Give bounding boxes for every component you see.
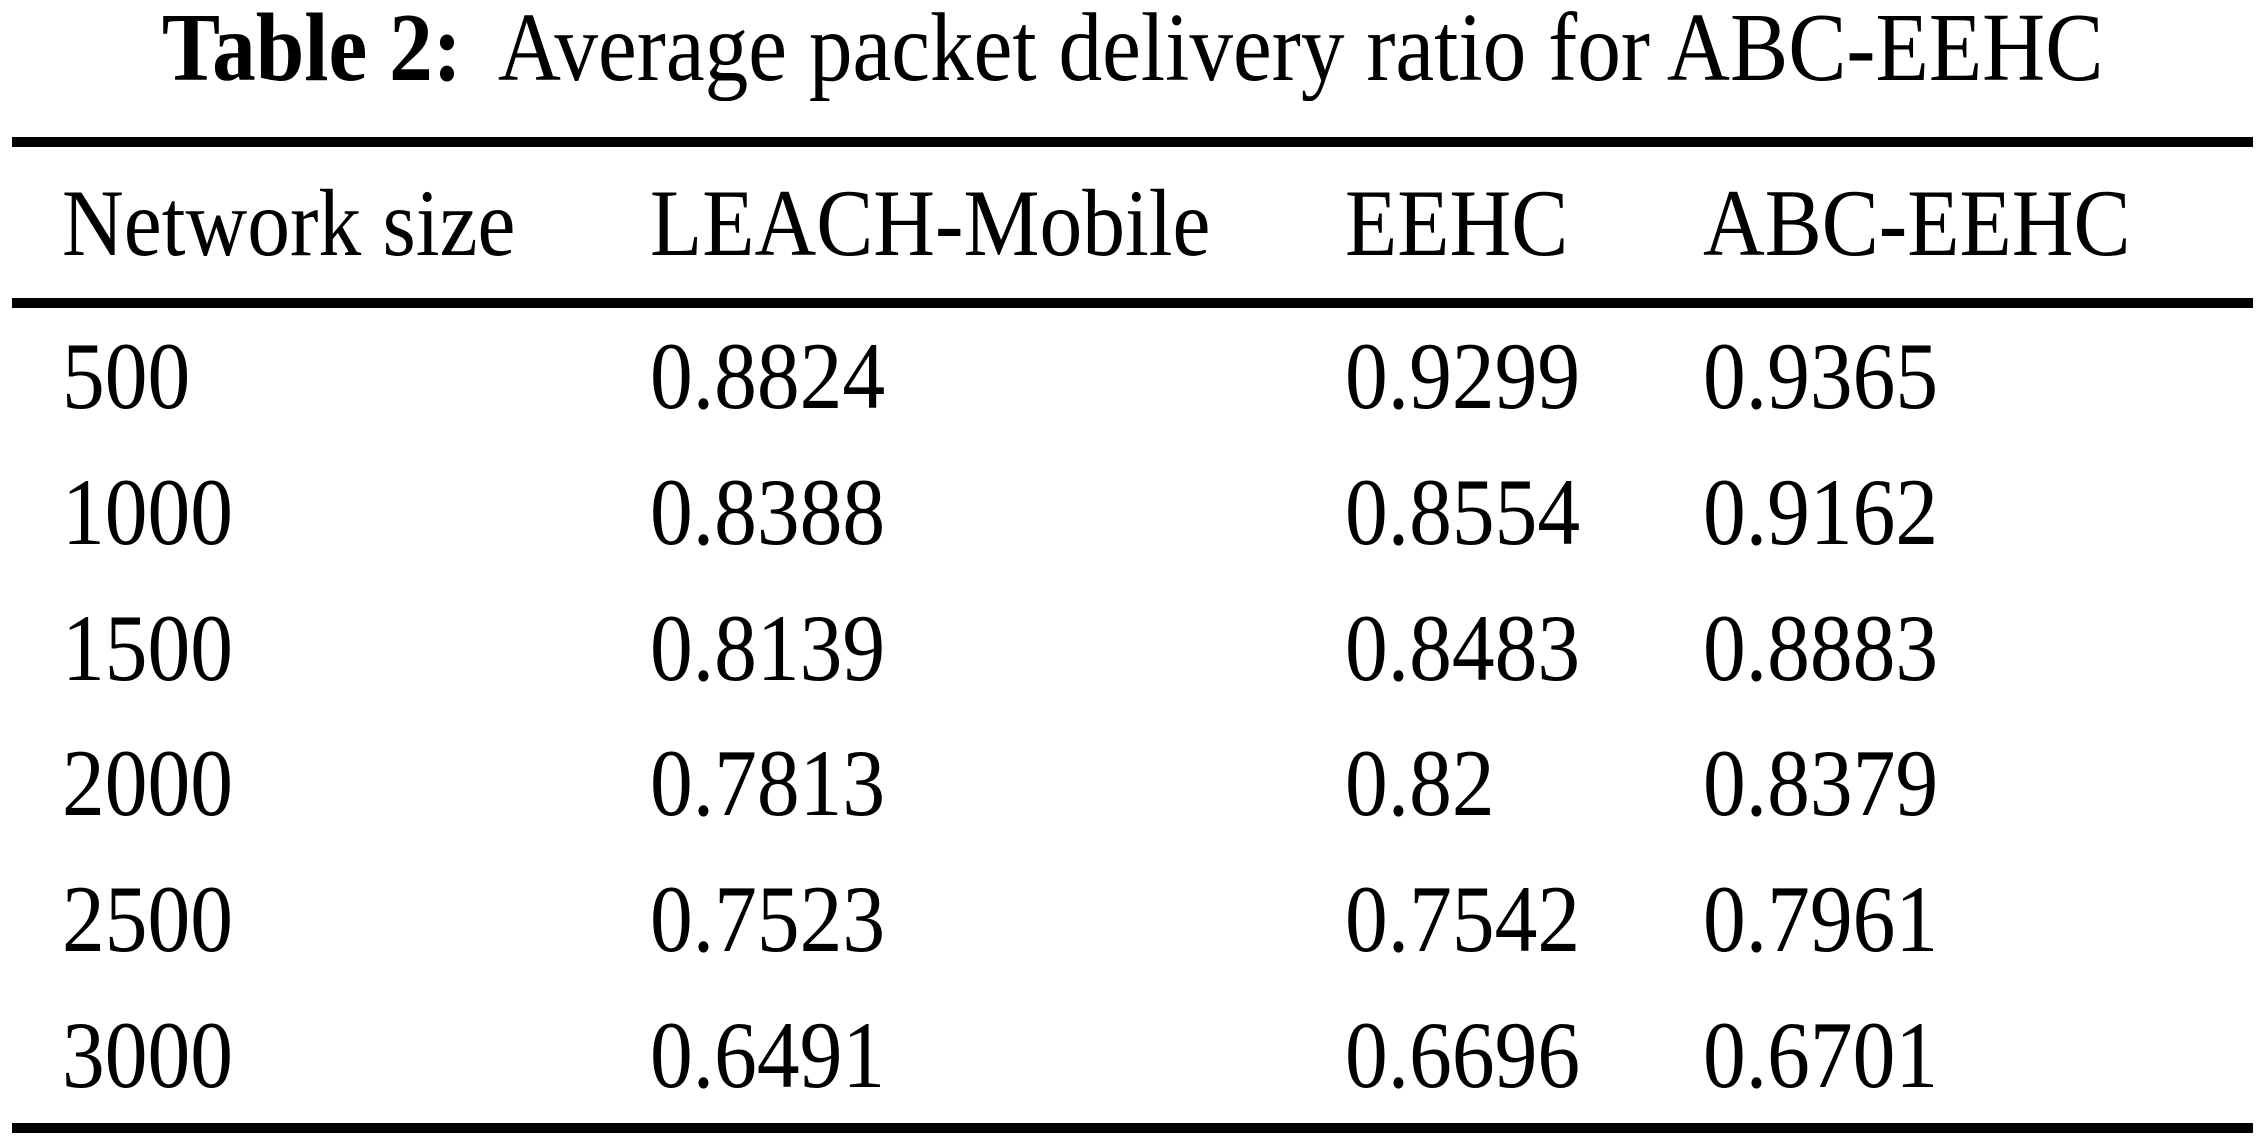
table-row: 2000 0.7813 0.82 0.8379 <box>12 715 2253 851</box>
table-caption: Table 2: Average packet delivery ratio fo… <box>0 0 2265 100</box>
column-header-leach-mobile: LEACH-Mobile <box>650 169 1211 276</box>
table-cell-network-size: 2500 <box>62 866 233 973</box>
table-header-row: Network size LEACH-Mobile EEHC ABC-EEHC <box>12 147 2253 308</box>
table-row: 3000 0.6491 0.6696 0.6701 <box>12 987 2253 1123</box>
table-cell-network-size: 2000 <box>62 730 233 837</box>
table-cell-eehc: 0.8554 <box>1345 458 1581 565</box>
table-cell-network-size: 1000 <box>62 458 233 565</box>
table-cell-abc-eehc: 0.9162 <box>1703 458 1939 565</box>
table-cell-abc-eehc: 0.8379 <box>1703 730 1939 837</box>
table-cell-eehc: 0.82 <box>1345 730 1495 837</box>
table-cell-network-size: 500 <box>62 322 191 429</box>
table-cell-eehc: 0.6696 <box>1345 1002 1581 1109</box>
table-cell-network-size: 3000 <box>62 1002 233 1109</box>
column-header-abc-eehc: ABC-EEHC <box>1703 169 2131 276</box>
table-cell-abc-eehc: 0.7961 <box>1703 866 1939 973</box>
table-cell-eehc: 0.9299 <box>1345 322 1581 429</box>
table-cell-eehc: 0.8483 <box>1345 594 1581 701</box>
table-cell-leach-mobile: 0.8388 <box>650 458 886 565</box>
table-cell-leach-mobile: 0.8824 <box>650 322 886 429</box>
data-table: Network size LEACH-Mobile EEHC ABC-EEHC … <box>12 137 2253 1133</box>
table-cell-leach-mobile: 0.6491 <box>650 1002 886 1109</box>
table-row: 1000 0.8388 0.8554 0.9162 <box>12 444 2253 580</box>
caption-text: Average packet delivery ratio for ABC-EE… <box>497 0 2104 101</box>
table-cell-eehc: 0.7542 <box>1345 866 1581 973</box>
table-row: 1500 0.8139 0.8483 0.8883 <box>12 580 2253 716</box>
table-row: 2500 0.7523 0.7542 0.7961 <box>12 851 2253 987</box>
table-cell-abc-eehc: 0.8883 <box>1703 594 1939 701</box>
column-header-network-size: Network size <box>62 169 516 276</box>
table-cell-leach-mobile: 0.8139 <box>650 594 886 701</box>
column-header-eehc: EEHC <box>1345 169 1569 276</box>
table-row: 500 0.8824 0.9299 0.9365 <box>12 308 2253 444</box>
table-cell-leach-mobile: 0.7523 <box>650 866 886 973</box>
table-cell-network-size: 1500 <box>62 594 233 701</box>
caption-label: Table 2: <box>161 0 462 101</box>
table-cell-abc-eehc: 0.6701 <box>1703 1002 1939 1109</box>
table-cell-leach-mobile: 0.7813 <box>650 730 886 837</box>
table-cell-abc-eehc: 0.9365 <box>1703 322 1939 429</box>
